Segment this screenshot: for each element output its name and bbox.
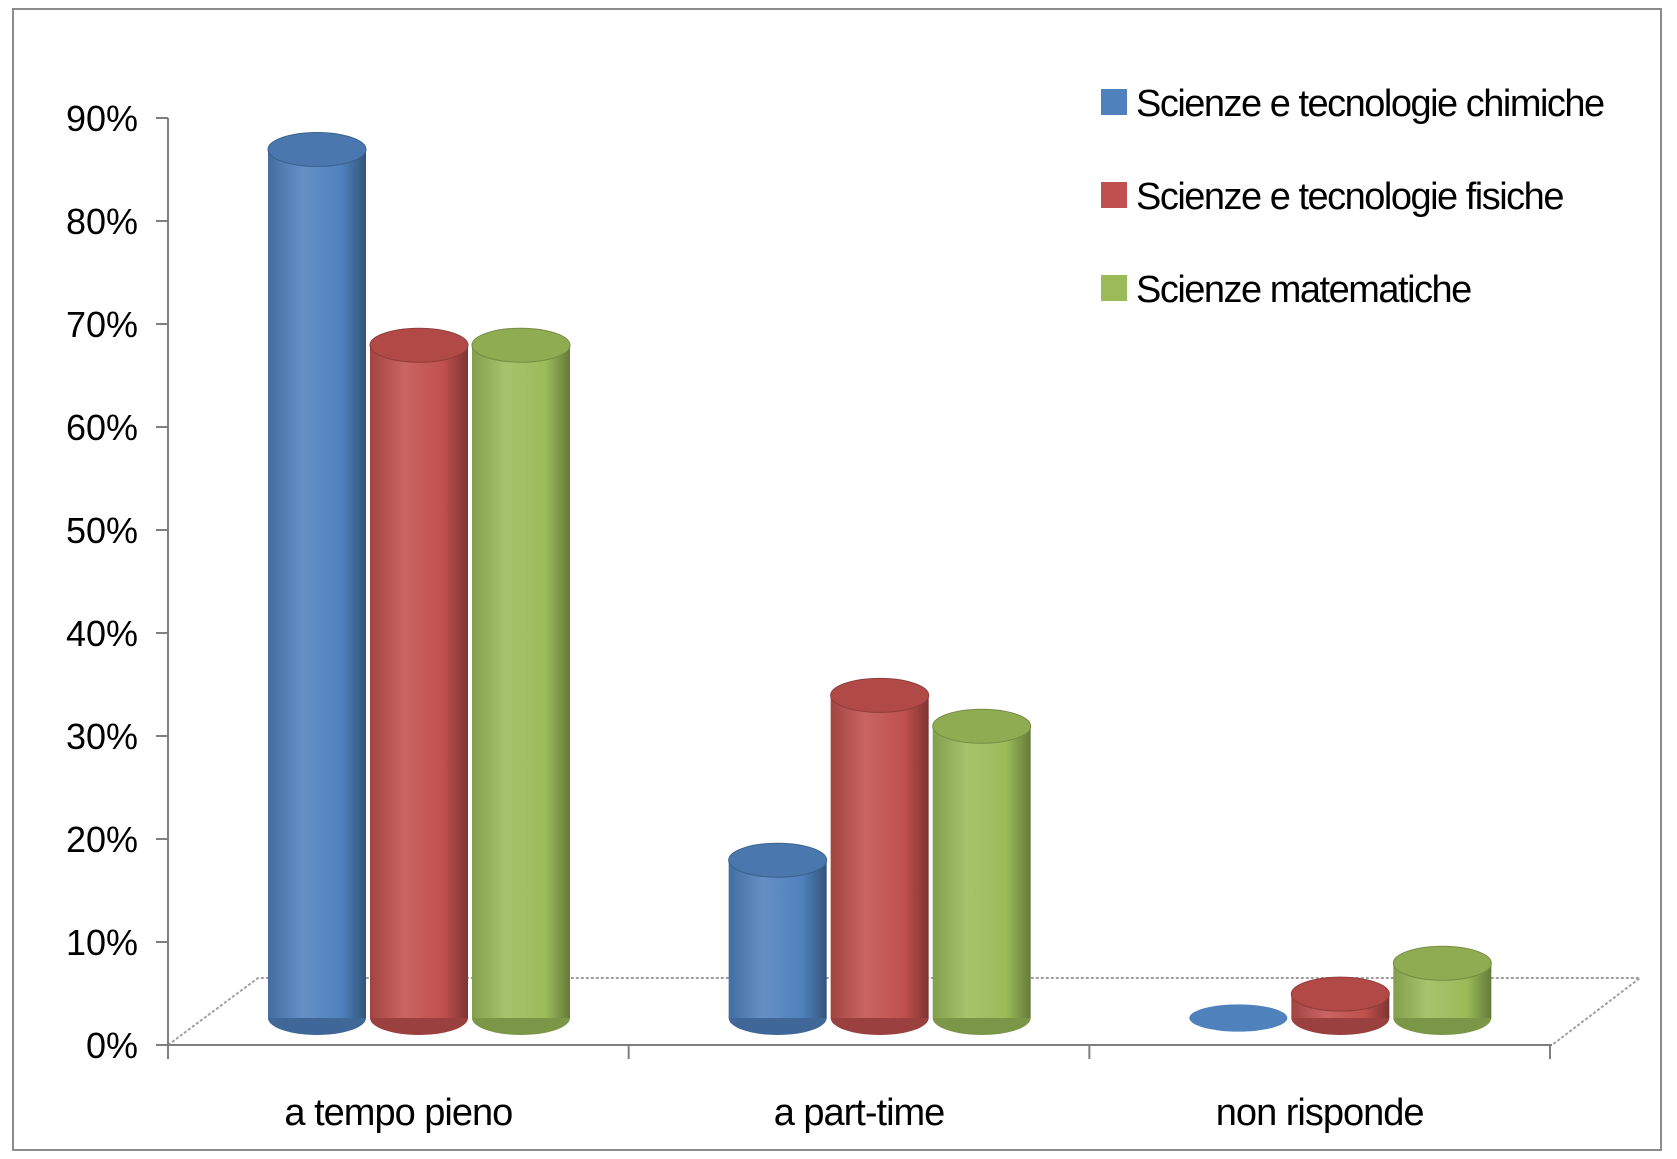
bar-2-1 — [1290, 976, 1390, 1035]
y-tick-label: 20% — [66, 819, 138, 860]
y-tick-label: 70% — [66, 304, 138, 345]
bar-top — [369, 327, 469, 363]
y-tick-label: 0% — [86, 1025, 138, 1066]
y-tick-label: 80% — [66, 201, 138, 242]
bar-0-2 — [471, 327, 571, 1035]
bar-body — [728, 860, 827, 1018]
y-tick-label: 90% — [66, 98, 138, 139]
bar-top — [1392, 945, 1492, 981]
chart-legend: Scienze e tecnologie chimiche Scienze e t… — [1101, 83, 1606, 311]
bar-body — [370, 345, 468, 1018]
bar-2-2 — [1392, 945, 1492, 1035]
legend-swatch — [1101, 89, 1127, 115]
y-tick-label: 40% — [66, 613, 138, 654]
y-tick-label: 50% — [66, 510, 138, 551]
bar-1-2 — [932, 708, 1032, 1035]
legend-swatch — [1101, 182, 1127, 208]
bar-2-0 — [1189, 1004, 1288, 1032]
bar-top — [830, 677, 930, 713]
legend-label: Scienze e tecnologie chimiche — [1136, 83, 1604, 125]
bar-top — [471, 327, 571, 363]
bar-top — [267, 132, 367, 167]
y-tick-label: 10% — [66, 922, 138, 963]
bar-body — [830, 695, 929, 1018]
bar-0-1 — [369, 327, 469, 1035]
bar-body — [932, 726, 1031, 1018]
floor-outline — [167, 977, 1643, 1046]
legend-swatch — [1101, 275, 1127, 301]
bar-top — [728, 842, 828, 878]
chart-axes: 0% 10% 20% 30% 40% 50% 60% 70% 80% 90% a tempo pie… — [66, 98, 1551, 1134]
bar-top — [932, 708, 1032, 744]
y-tick-label: 60% — [66, 407, 138, 448]
bar-top — [1290, 976, 1390, 1012]
bar-1-0 — [728, 842, 828, 1035]
x-category-label: a tempo pieno — [284, 1092, 512, 1134]
bar-body — [268, 149, 366, 1018]
x-category-label: non risponde — [1216, 1092, 1424, 1134]
bar-flat — [1189, 1004, 1288, 1032]
chart-bars — [267, 132, 1492, 1035]
bar-1-1 — [830, 677, 930, 1035]
legend-label: Scienze e tecnologie fisiche — [1136, 176, 1563, 218]
legend-label: Scienze matematiche — [1136, 269, 1471, 311]
bar-0-0 — [267, 132, 367, 1035]
bar-body — [472, 345, 570, 1018]
chart-floor — [167, 977, 1643, 1046]
x-category-label: a part-time — [774, 1092, 945, 1134]
y-tick-label: 30% — [66, 716, 138, 757]
